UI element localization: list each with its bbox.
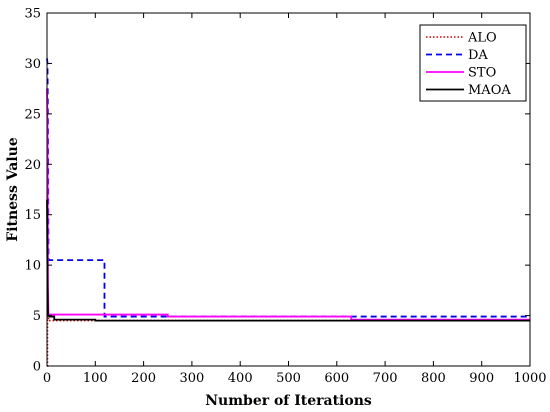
legend-label-alo: ALO [467, 31, 497, 46]
y-tick-label: 30 [24, 57, 41, 72]
series-line-sto [46, 88, 530, 321]
y-tick-label: 20 [24, 158, 41, 173]
x-tick-label: 300 [179, 371, 204, 386]
y-tick-label: 25 [24, 107, 41, 122]
x-tick-label: 600 [324, 371, 349, 386]
legend-label-da: DA [468, 48, 488, 63]
x-tick-label: 0 [43, 371, 51, 386]
series-line-maoa [46, 199, 530, 322]
legend-label-maoa: MAOA [468, 83, 511, 98]
y-tick-label: 15 [24, 208, 41, 223]
x-tick-label: 800 [421, 371, 446, 386]
y-axis-label: Fitness Value [5, 137, 21, 242]
x-tick-label: 1000 [513, 371, 546, 386]
series-lines [46, 58, 530, 367]
x-tick-label: 200 [131, 371, 156, 386]
x-tick-label: 700 [373, 371, 398, 386]
x-tick-label: 900 [469, 371, 494, 386]
axis-ticks: 0 100 200 300 400 500 600 700 800 900 1000 0 5 10 15 20… [24, 7, 546, 387]
legend-label-sto: STO [468, 66, 496, 81]
y-tick-label: 10 [24, 259, 41, 274]
series-line-alo [46, 313, 530, 367]
x-tick-label: 100 [83, 371, 108, 386]
y-tick-label: 0 [33, 360, 41, 375]
legend: ALO DA STO MAOA [419, 24, 527, 102]
x-axis-label: Number of Iterations [205, 393, 372, 409]
y-tick-label: 35 [24, 7, 41, 22]
x-tick-label: 500 [276, 371, 301, 386]
y-tick-label: 5 [33, 309, 41, 324]
x-tick-label: 400 [228, 371, 253, 386]
